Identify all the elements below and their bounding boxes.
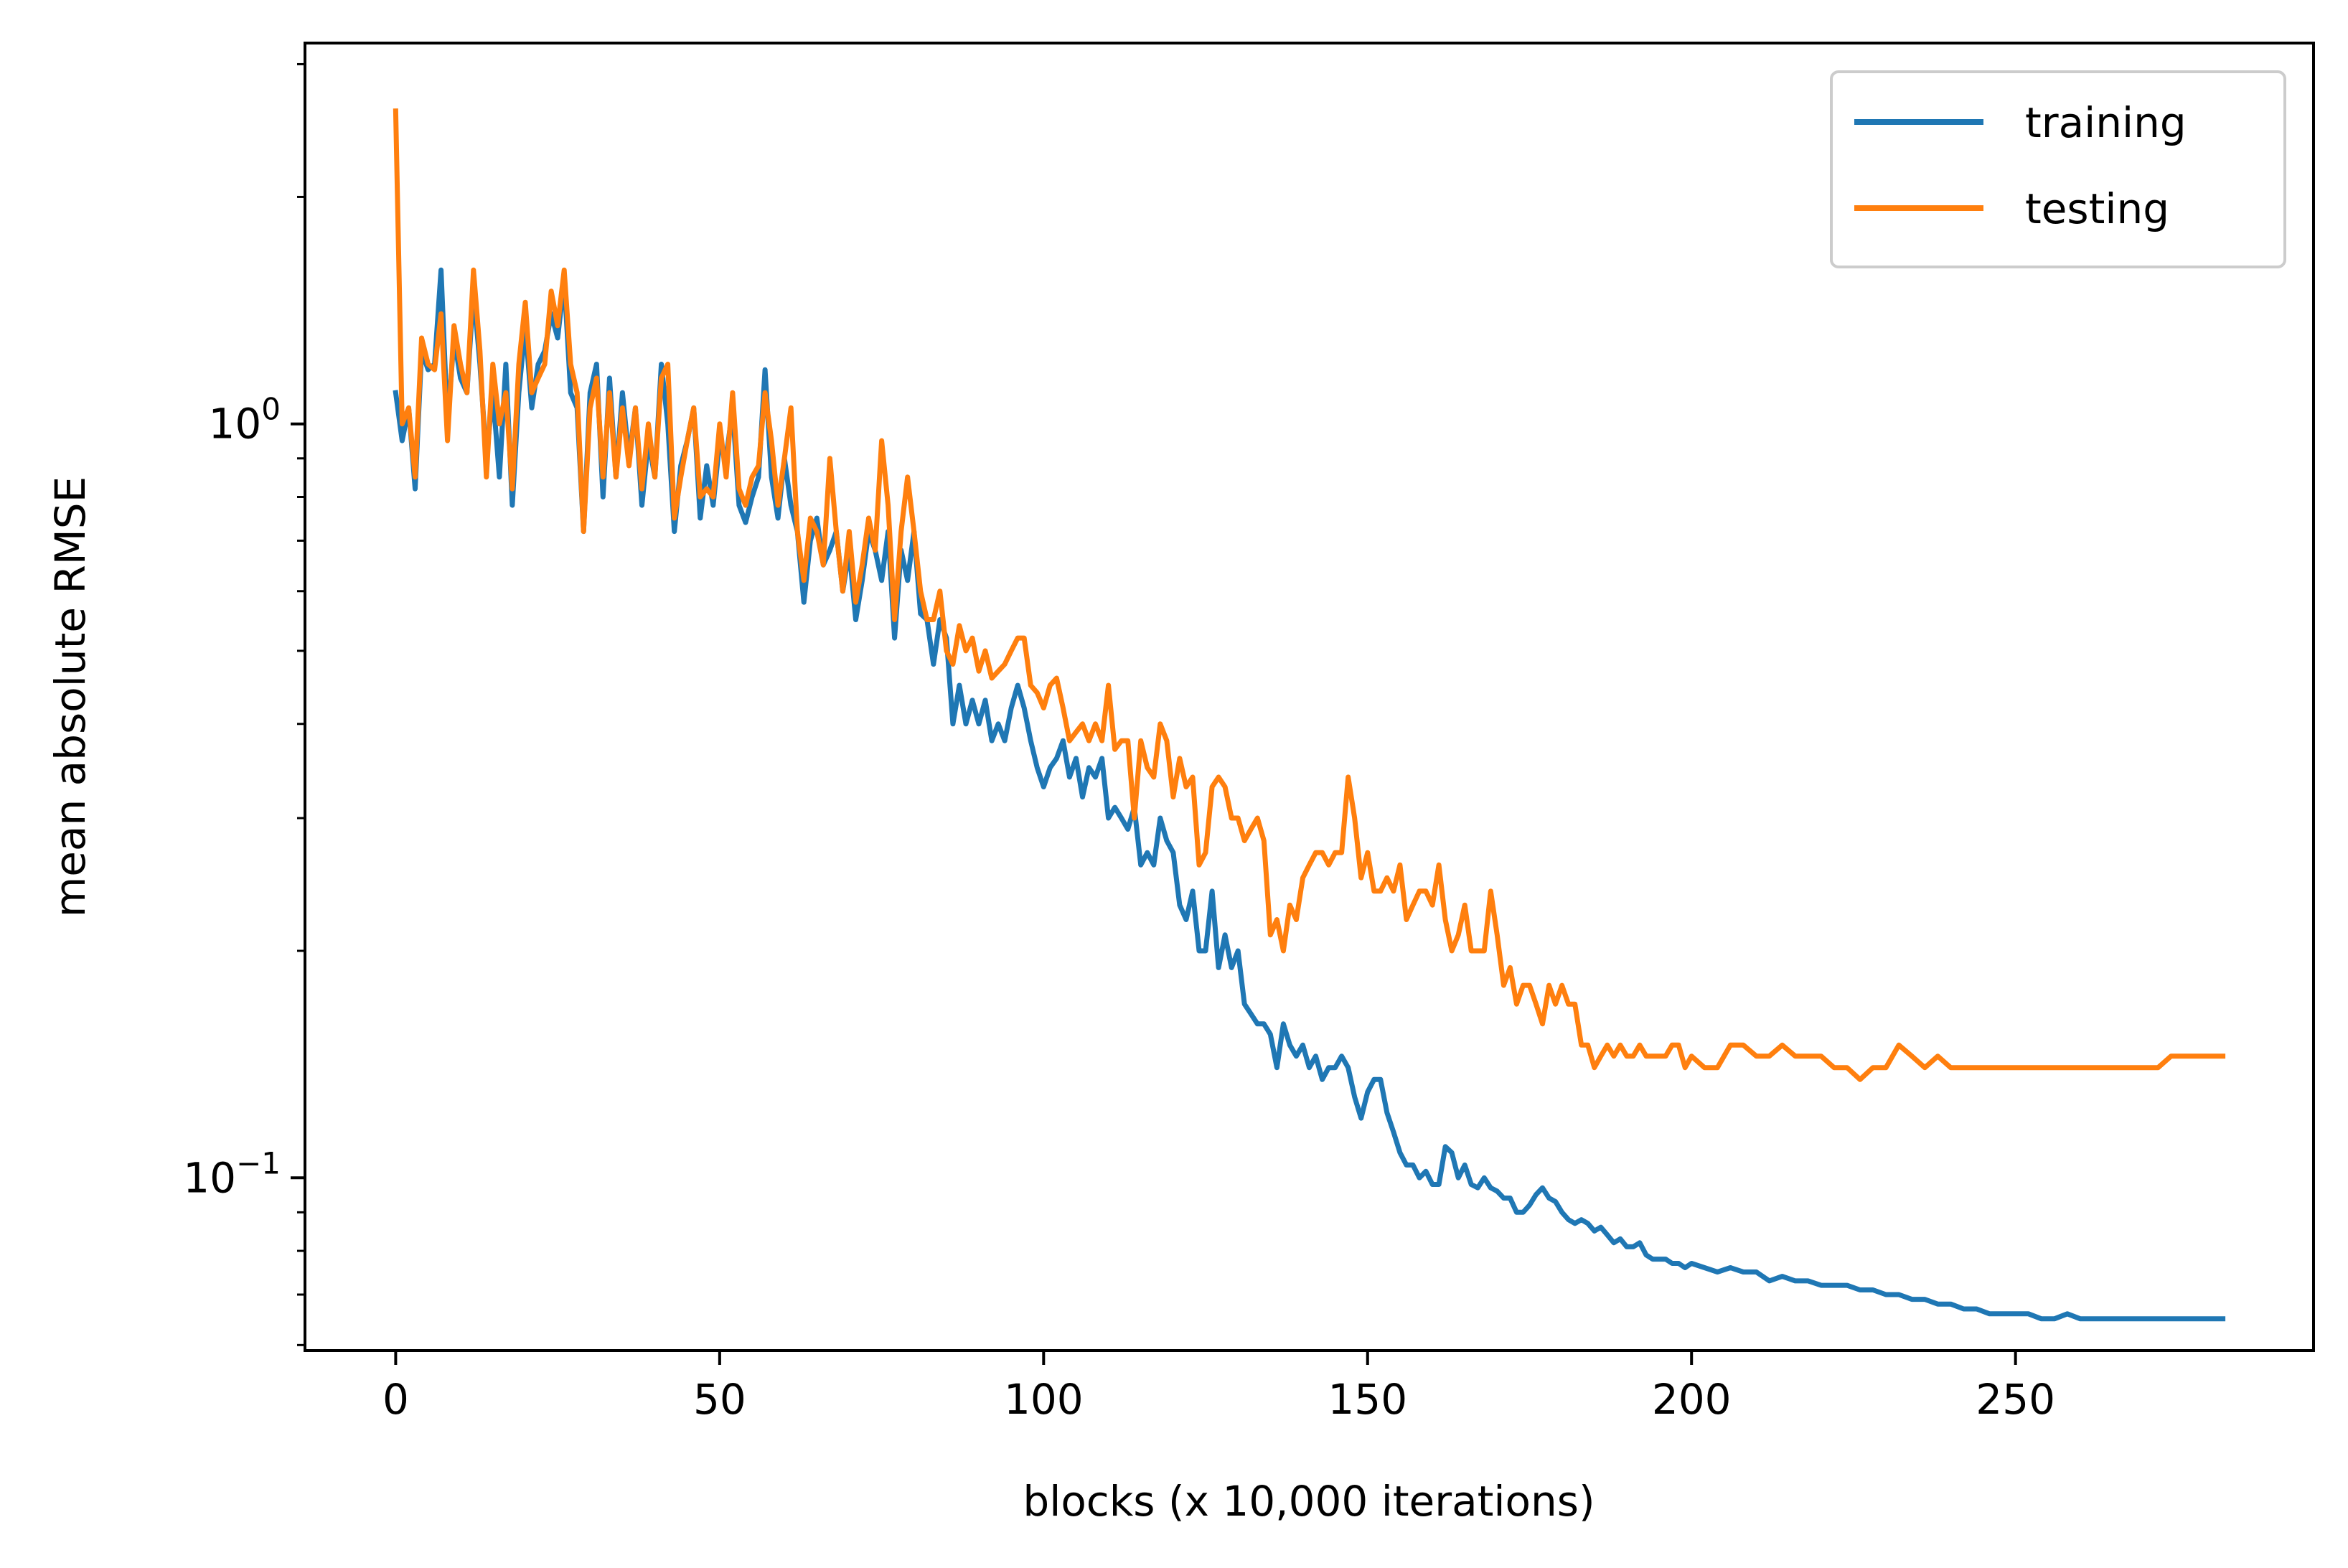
x-tick-label: 100	[1004, 1375, 1084, 1424]
x-tick-label: 200	[1652, 1375, 1732, 1424]
x-tick-label: 50	[693, 1375, 746, 1424]
series-line-testing	[393, 108, 2226, 1082]
legend-label-testing: testing	[2025, 184, 2169, 233]
legend: training testing	[1830, 70, 2286, 268]
x-tick-label: 150	[1328, 1375, 1407, 1424]
x-tick-label: 250	[1976, 1375, 2055, 1424]
x-axis-label: blocks (x 10,000 iterations)	[1023, 1477, 1595, 1526]
y-axis: 100 10−1	[183, 62, 305, 1346]
plot-frame	[304, 42, 2315, 1352]
y-tick-label: 100	[208, 392, 281, 449]
y-tick-label: 10−1	[183, 1145, 281, 1202]
series-layer	[393, 108, 2226, 1322]
legend-label-training: training	[2025, 98, 2187, 147]
x-axis: 0 50 100 150 200 250	[382, 1351, 2055, 1424]
y-axis-label: mean absolute RMSE	[46, 476, 95, 918]
x-tick-label: 0	[382, 1375, 409, 1424]
